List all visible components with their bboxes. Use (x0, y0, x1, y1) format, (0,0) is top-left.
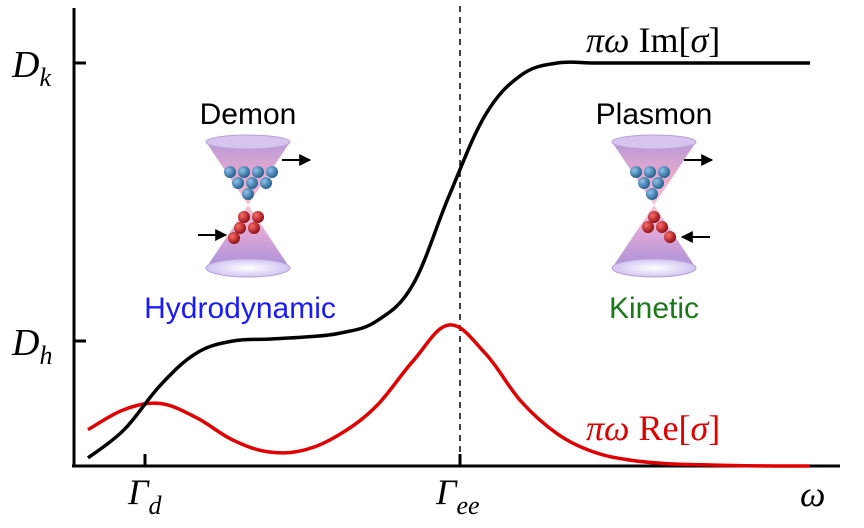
x-axis-label: ω (800, 474, 825, 514)
y-tick-label-dk: Dk (11, 44, 51, 92)
y-tick-label-dh-sub: h (39, 341, 52, 370)
y-tick-label-dk-base: D (11, 44, 39, 86)
re-sigma-label-prefix: πω (586, 408, 629, 448)
x-tick-label-gamma-d: Γd (127, 472, 162, 520)
re-sigma-label: πω Re[σ] (586, 408, 720, 448)
im-sigma-label-var: σ (690, 20, 709, 60)
x-tick-label-gamma-d-sub: d (148, 491, 162, 520)
x-tick-label-gamma-ee-sub: ee (456, 491, 479, 520)
demon-holes (228, 211, 264, 244)
y-tick-label-dk-sub: k (39, 63, 51, 92)
x-tick-label-gamma-ee: Γee (435, 472, 480, 520)
im-sigma-label-lb: [ (678, 20, 690, 60)
demon-electrons (224, 166, 278, 200)
demon-label: Demon (200, 98, 297, 131)
im-sigma-label: πω Im[σ] (586, 20, 720, 60)
im-sigma-label-func: Im (638, 20, 678, 60)
kinetic-label: Kinetic (609, 292, 699, 325)
y-tick-label-dh: Dh (11, 322, 52, 370)
x-tick-label-gamma-d-base: Γ (127, 472, 150, 512)
x-tick-label-gamma-ee-base: Γ (435, 472, 458, 512)
im-sigma-curve (86, 60, 810, 460)
plasmon-label: Plasmon (596, 98, 713, 131)
plasmon-holes (642, 211, 676, 243)
re-sigma-label-var: σ (690, 408, 709, 448)
im-sigma-label-prefix: πω (586, 20, 629, 60)
y-tick-label-dh-base: D (11, 322, 39, 364)
plasmon-dirac-cone-icon (611, 134, 714, 278)
hydrodynamic-label: Hydrodynamic (144, 292, 336, 325)
demon-dirac-cone-icon (198, 134, 312, 278)
re-sigma-label-rb: ] (708, 408, 720, 448)
im-sigma-label-rb: ] (708, 20, 720, 60)
re-sigma-curve (87, 323, 811, 468)
re-sigma-label-lb: [ (678, 408, 690, 448)
re-sigma-label-func: Re (638, 408, 678, 448)
plasmon-electrons (630, 166, 670, 200)
